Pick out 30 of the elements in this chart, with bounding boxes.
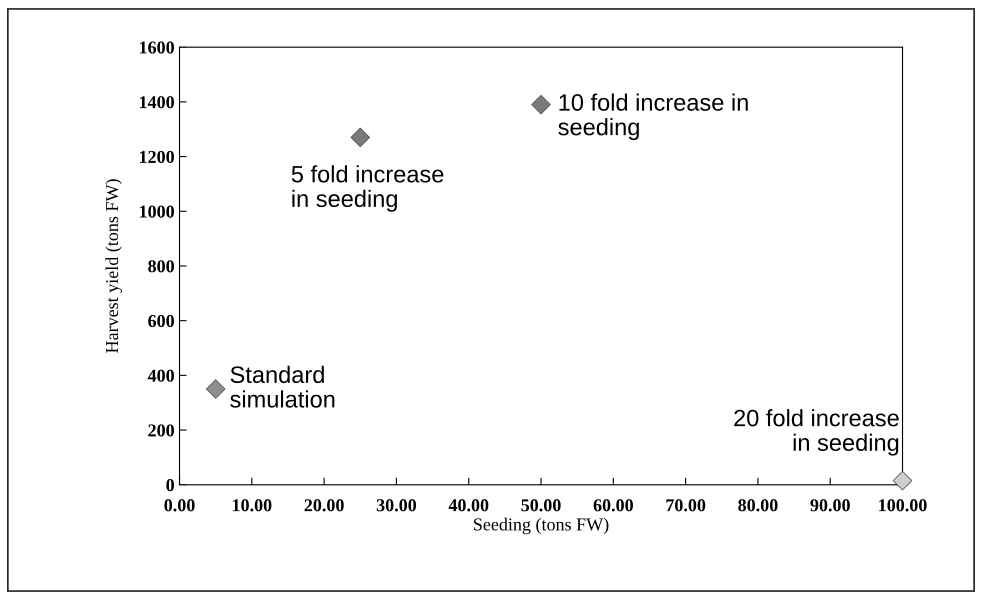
x-tick-label: 40.00: [448, 499, 488, 512]
y-tick-label: 800: [148, 260, 174, 272]
point: [206, 379, 226, 399]
y-axis-title: Harvest yield (tons FW): [105, 179, 122, 353]
y-tick-label: 200: [148, 424, 174, 437]
x-tick-label: 0.00: [164, 499, 195, 512]
annotation: 5 fold increase in seeding: [292, 165, 444, 212]
x-tick-label: 10.00: [232, 499, 272, 512]
x-tick-label: 100.00: [879, 499, 927, 512]
x-tick-label: 70.00: [666, 499, 706, 512]
y-tick-label: 0: [166, 479, 174, 492]
x-axis-title: Seeding (tons FW): [474, 518, 608, 534]
x-tick-label: 60.00: [594, 499, 633, 512]
y-tick-label: 1400: [140, 96, 174, 108]
point: [892, 470, 912, 490]
point: [531, 94, 551, 114]
x-tick-label: 80.00: [738, 499, 778, 512]
point: [350, 128, 370, 148]
annotation: 10 fold increase in seeding: [558, 93, 748, 140]
y-tick-label: 1200: [140, 150, 174, 164]
x-tick-label: 30.00: [376, 499, 416, 512]
x-tick-label: 50.00: [521, 499, 561, 512]
y-tick-label: 1000: [140, 206, 174, 218]
annotation: 20 fold increase in seeding: [734, 409, 899, 456]
y-tick-label: 1600: [140, 41, 174, 54]
x-tick-label: 90.00: [810, 499, 850, 512]
x-tick-label: 20.00: [304, 499, 344, 512]
y-tick-label: 400: [148, 370, 174, 382]
annotation: Standard simulation: [230, 366, 334, 408]
y-tick-label: 600: [148, 314, 174, 328]
